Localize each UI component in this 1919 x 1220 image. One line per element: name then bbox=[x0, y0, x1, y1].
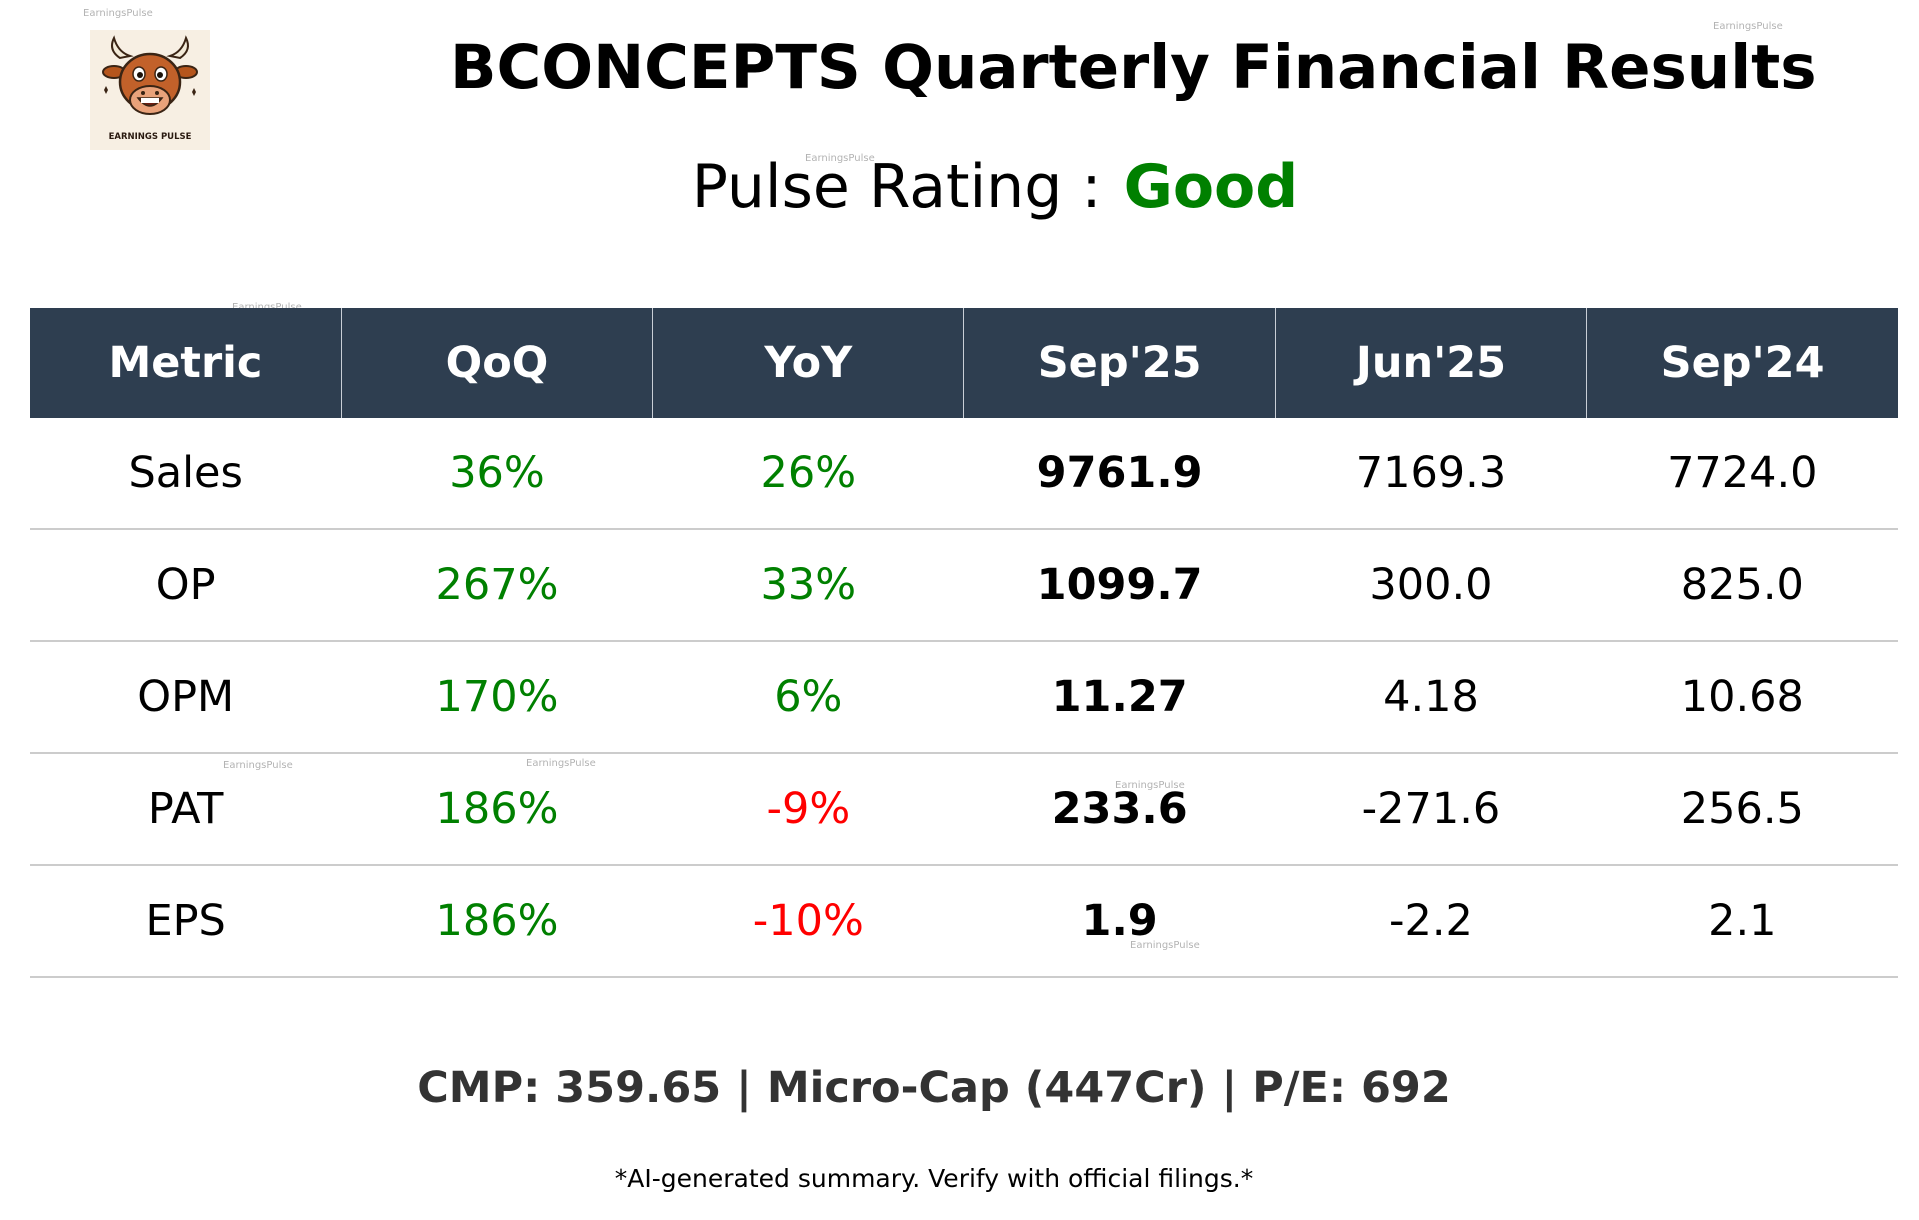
disclaimer-text: *AI-generated summary. Verify with offic… bbox=[614, 1164, 1254, 1193]
sep24-cell: 10.68 bbox=[1586, 641, 1898, 754]
page-title: BCONCEPTS Quarterly Financial Results bbox=[450, 32, 1817, 103]
jun25-cell: 4.18 bbox=[1275, 641, 1587, 754]
stock-summary-footer: CMP: 359.65 | Micro-Cap (447Cr) | P/E: 6… bbox=[417, 1063, 1451, 1113]
metric-cell: OPM bbox=[30, 641, 342, 754]
column-header-sep25: Sep'25 bbox=[963, 308, 1276, 418]
qoq-cell: 186% bbox=[341, 865, 653, 978]
qoq-cell: 36% bbox=[341, 418, 653, 530]
pulse-rating-value: Good bbox=[1123, 152, 1299, 222]
sep24-cell: 2.1 bbox=[1586, 865, 1898, 978]
sep25-cell: 233.6 bbox=[963, 753, 1276, 866]
table-row: Sales 36% 26% 9761.9 7169.3 7724.0 bbox=[30, 418, 1898, 530]
jun25-cell: -271.6 bbox=[1275, 753, 1587, 866]
jun25-cell: -2.2 bbox=[1275, 865, 1587, 978]
metric-cell: EPS bbox=[30, 865, 342, 978]
qoq-cell: 170% bbox=[341, 641, 653, 754]
yoy-cell: -10% bbox=[652, 865, 964, 978]
column-header-yoy: YoY bbox=[652, 308, 965, 418]
yoy-cell: -9% bbox=[652, 753, 964, 866]
column-header-qoq: QoQ bbox=[341, 308, 654, 418]
metric-cell: PAT bbox=[30, 753, 342, 866]
sep25-cell: 1099.7 bbox=[963, 529, 1276, 642]
metric-cell: Sales bbox=[30, 418, 342, 530]
logo-text: EARNINGS PULSE bbox=[108, 132, 192, 142]
yoy-cell: 26% bbox=[652, 418, 964, 530]
column-header-metric: Metric bbox=[30, 308, 342, 418]
watermark: EarningsPulse bbox=[805, 153, 875, 164]
table-row: PAT 186% -9% 233.6 -271.6 256.5 bbox=[30, 753, 1898, 866]
jun25-cell: 7169.3 bbox=[1275, 418, 1587, 530]
column-header-sep24: Sep'24 bbox=[1586, 308, 1898, 418]
sep25-cell: 9761.9 bbox=[963, 418, 1276, 530]
pulse-rating-label: Pulse Rating : bbox=[691, 152, 1102, 222]
sep24-cell: 256.5 bbox=[1586, 753, 1898, 866]
financial-results-table: Metric QoQ YoY Sep'25 Jun'25 Sep'24 Sale… bbox=[30, 308, 1898, 978]
column-header-jun25: Jun'25 bbox=[1275, 308, 1588, 418]
table-row: EPS 186% -10% 1.9 -2.2 2.1 bbox=[30, 865, 1898, 978]
jun25-cell: 300.0 bbox=[1275, 529, 1587, 642]
pulse-rating: Pulse Rating : Good bbox=[0, 152, 1919, 222]
table-row: OP 267% 33% 1099.7 300.0 825.0 bbox=[30, 529, 1898, 642]
table-header-row: Metric QoQ YoY Sep'25 Jun'25 Sep'24 bbox=[30, 308, 1898, 418]
qoq-cell: 267% bbox=[341, 529, 653, 642]
watermark: EarningsPulse bbox=[83, 8, 153, 19]
bull-mascot-icon bbox=[102, 35, 198, 115]
yoy-cell: 33% bbox=[652, 529, 964, 642]
yoy-cell: 6% bbox=[652, 641, 964, 754]
sep24-cell: 7724.0 bbox=[1586, 418, 1898, 530]
watermark: EarningsPulse bbox=[232, 302, 302, 313]
table-row: OPM 170% 6% 11.27 4.18 10.68 bbox=[30, 641, 1898, 754]
sep25-cell: 1.9 bbox=[963, 865, 1276, 978]
watermark: EarningsPulse bbox=[1713, 21, 1783, 32]
sep25-cell: 11.27 bbox=[963, 641, 1276, 754]
sep24-cell: 825.0 bbox=[1586, 529, 1898, 642]
qoq-cell: 186% bbox=[341, 753, 653, 866]
metric-cell: OP bbox=[30, 529, 342, 642]
earnings-pulse-logo: EARNINGS PULSE bbox=[90, 30, 210, 150]
